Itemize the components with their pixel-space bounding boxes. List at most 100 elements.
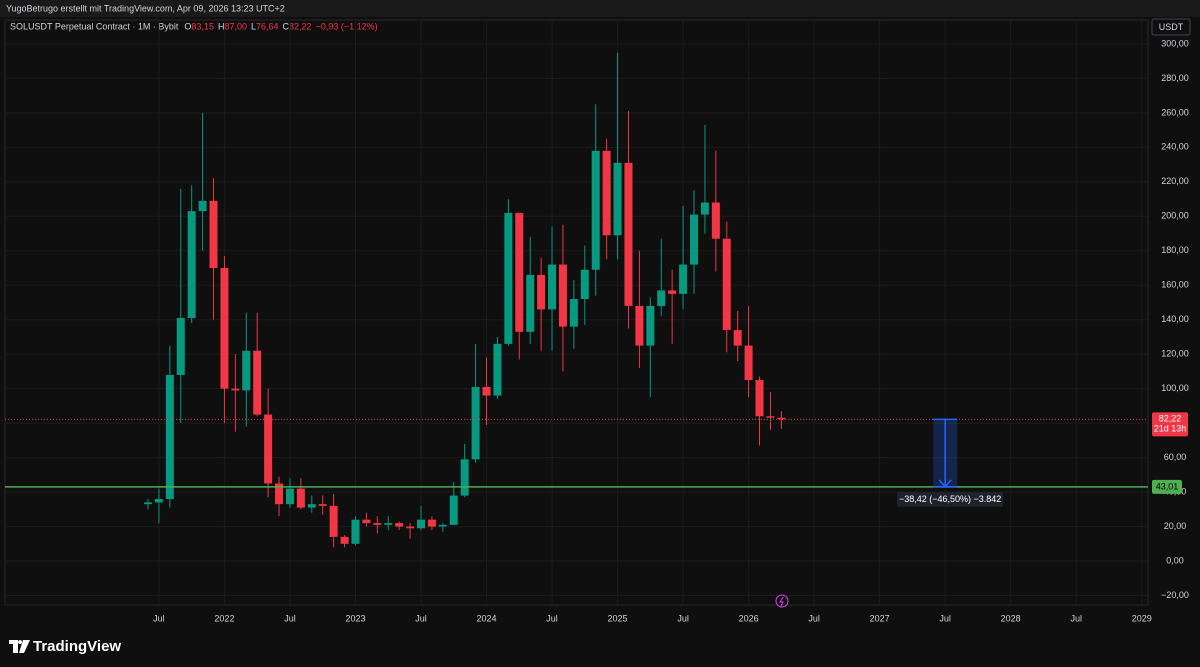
candle-body xyxy=(635,305,644,346)
x-tick-label: 2024 xyxy=(477,613,497,623)
level-label-box xyxy=(1152,479,1182,494)
candle-body xyxy=(209,200,218,269)
candle-body xyxy=(220,268,229,389)
candle-body xyxy=(362,519,371,524)
candle-body xyxy=(449,495,458,525)
symbol-title: SOLUSDT Perpetual Contract · 1M · Bybit xyxy=(10,21,179,31)
y-tick-label: 140,00 xyxy=(1161,314,1189,324)
brand-logo xyxy=(9,640,30,653)
y-tick-label: 200,00 xyxy=(1161,211,1189,221)
event-bolt xyxy=(779,596,784,607)
x-tick-label: 2023 xyxy=(345,613,365,623)
ohlc-key: H xyxy=(218,21,225,31)
caption: YugoBetrugo erstellt mit TradingView.com… xyxy=(6,3,285,13)
ohlc-key: O xyxy=(184,21,191,31)
y-tick-label: 160,00 xyxy=(1161,280,1189,290)
footer xyxy=(0,630,1200,667)
candle-body xyxy=(580,269,589,300)
candle-body xyxy=(264,414,273,484)
y-tick-label: 0,00 xyxy=(1166,555,1184,565)
candle-body xyxy=(187,211,196,319)
measure-label-box xyxy=(897,491,1004,507)
candle-body xyxy=(438,524,447,527)
brand: TradingView xyxy=(33,638,121,655)
ohlc-key: L xyxy=(251,21,256,31)
x-tick-label: 2027 xyxy=(870,613,890,623)
candle-body xyxy=(198,200,207,212)
y-tick-label: 100,00 xyxy=(1161,383,1189,393)
candle-body xyxy=(777,417,786,420)
candle-body xyxy=(406,526,415,529)
candle-body xyxy=(417,519,425,529)
candle-body xyxy=(558,264,567,327)
last-price-label: 82,22 xyxy=(1159,414,1182,424)
measure-label: −38,42 (−46,50%) −3.842 xyxy=(899,494,1001,504)
candle-body xyxy=(154,498,163,503)
candle-body xyxy=(733,330,742,346)
candle-body xyxy=(340,536,349,544)
candle-body xyxy=(722,238,731,331)
candle-body xyxy=(569,299,578,327)
x-tick-label: Jul xyxy=(1070,613,1082,623)
candle-body xyxy=(253,350,262,415)
candle-body xyxy=(231,388,240,391)
candle-body xyxy=(591,150,600,270)
last-price-box xyxy=(1152,412,1188,437)
candle-body xyxy=(537,274,546,310)
grid xyxy=(5,20,1148,605)
y-tick-label: 240,00 xyxy=(1161,142,1189,152)
candle-body xyxy=(690,214,698,265)
ohlc-value: 76,64 xyxy=(256,21,279,31)
candle-body xyxy=(176,318,185,375)
event-icon[interactable] xyxy=(775,594,789,608)
candle-body xyxy=(275,483,284,505)
x-tick-label: Jul xyxy=(284,613,296,623)
candle-body xyxy=(427,519,436,527)
currency-box[interactable] xyxy=(1151,18,1191,36)
candle-body xyxy=(144,502,152,505)
ohlc-value: 83,15 xyxy=(191,21,214,31)
candle-body xyxy=(351,519,360,544)
measure-arrowhead xyxy=(938,479,952,489)
y-tick-label: 280,00 xyxy=(1161,73,1189,83)
x-tick-label: Jul xyxy=(415,613,427,623)
x-tick-label: Jul xyxy=(153,613,165,623)
ohlc-legend: O 83,15 H 87,00 L 76,64 C 82,22 −0,93 (−1,12%) xyxy=(184,21,377,31)
candle-body xyxy=(296,488,305,508)
x-tick-label: 2026 xyxy=(739,613,759,623)
candles xyxy=(144,52,786,548)
ohlc-key: C xyxy=(283,21,290,31)
x-tick-label: 2029 xyxy=(1132,613,1152,623)
candle-body xyxy=(165,374,174,499)
candle-body xyxy=(318,504,327,506)
y-tick-label: 180,00 xyxy=(1161,245,1189,255)
top-bar xyxy=(0,0,1200,17)
x-tick-label: Jul xyxy=(939,613,951,623)
candle-body xyxy=(700,202,709,215)
candle-body xyxy=(307,504,316,508)
candle-body xyxy=(679,264,688,294)
x-tick-label: 2022 xyxy=(214,613,234,623)
candle-body xyxy=(242,350,251,391)
x-tick-label: 2025 xyxy=(608,613,628,623)
ohlc-value: 87,00 xyxy=(224,21,247,31)
candle-body xyxy=(624,162,633,306)
y-tick-label: 60,00 xyxy=(1164,452,1187,462)
candle-body xyxy=(646,305,655,346)
level-label: 43,01 xyxy=(1156,481,1179,491)
candle-body xyxy=(755,380,764,417)
plot-frame xyxy=(4,19,1149,606)
candle-body xyxy=(482,386,491,396)
candle-body xyxy=(373,523,382,525)
candle-body xyxy=(384,523,393,525)
y-tick-label: 300,00 xyxy=(1161,38,1189,48)
candle-body xyxy=(515,212,524,332)
candle-body xyxy=(657,290,666,306)
candle-body xyxy=(744,345,753,381)
countdown: 21d 13h xyxy=(1154,424,1187,434)
y-tick-label: 120,00 xyxy=(1161,349,1189,359)
y-tick-label: −20,00 xyxy=(1161,590,1189,600)
candle-body xyxy=(460,459,469,496)
